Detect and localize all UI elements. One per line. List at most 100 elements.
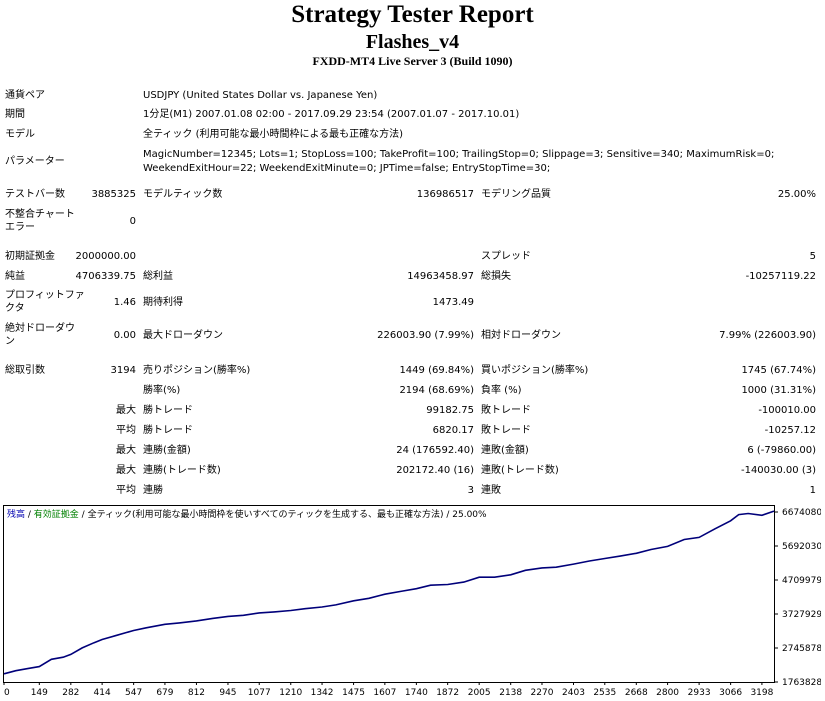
mismatch-label-2: エラー: [5, 222, 35, 233]
short-positions-label: 売りポジション(勝率%): [143, 365, 251, 376]
consecutive-losses-count-label: 連敗(トレード数): [481, 465, 559, 476]
ticks-value: 136986517: [416, 189, 474, 200]
expected-payoff-label: 期待利得: [143, 297, 183, 308]
x-tick-label: 2005: [468, 688, 491, 698]
bars-label: テストバー数: [5, 189, 65, 200]
max-label-2: 最大: [116, 445, 136, 456]
expected-payoff-value: 1473.49: [432, 297, 474, 308]
x-tick-label: 2270: [531, 688, 554, 698]
y-tick-label: 6674080: [782, 508, 821, 518]
profit-trades-value: 2194 (68.69%): [399, 385, 474, 396]
y-tick-label: 5692030: [782, 542, 821, 552]
legend-equity: 有効証拠金: [34, 508, 79, 520]
ticks-label: モデルティック数: [143, 189, 223, 200]
y-tick-label: 3727929: [782, 610, 821, 620]
spread-value: 5: [809, 251, 816, 262]
x-tick-label: 1077: [248, 688, 271, 698]
consecutive-losses-money-value: 6 (-79860.00): [747, 445, 816, 456]
profit-trades-label: 勝率(%): [143, 385, 181, 396]
absolute-drawdown-label-1: 絶対ドローダウ: [5, 323, 75, 334]
relative-drawdown-value: 7.99% (226003.90): [719, 330, 816, 341]
expert-advisor-name: Flashes_v4: [365, 31, 460, 53]
mismatch-value: 0: [129, 216, 136, 227]
largest-loss-value: -100010.00: [758, 405, 816, 416]
maximal-drawdown-value: 226003.90 (7.99%): [377, 330, 474, 341]
x-tick-label: 1607: [373, 688, 396, 698]
largest-label: 最大: [116, 405, 136, 416]
x-tick-label: 0: [4, 688, 10, 698]
params-line-1: MagicNumber=12345; Lots=1; StopLoss=100;…: [143, 149, 775, 160]
gross-loss-value: -10257119.22: [745, 271, 816, 282]
balance-series-line: [3, 510, 775, 675]
period-label: 期間: [5, 109, 25, 120]
x-tick-label: 945: [219, 688, 236, 698]
consecutive-wins-money-label: 連勝(金額): [143, 445, 191, 456]
x-tick-label: 547: [125, 688, 142, 698]
bars-value: 3885325: [91, 189, 136, 200]
x-tick-label: 2535: [593, 688, 616, 698]
balance-chart: 残高 / 有効証拠金 / 全ティック(利用可能な最小時間枠を使いすべてのティック…: [3, 505, 821, 698]
avg-consecutive-wins-value: 3: [467, 485, 474, 496]
avg-consecutive-wins-label: 連勝: [143, 485, 163, 496]
mismatch-label-1: 不整合チャート: [5, 209, 75, 220]
x-tick-label: 2668: [625, 688, 648, 698]
average-label-2: 平均: [116, 485, 136, 496]
avg-consecutive-losses-value: 1: [809, 485, 816, 496]
x-tick-label: 1342: [311, 688, 334, 698]
avg-consecutive-losses-label: 連敗: [481, 485, 501, 496]
model-value: 全ティック (利用可能な最小時間枠による最も正確な方法): [143, 129, 404, 140]
absolute-drawdown-label-2: ン: [5, 336, 15, 347]
legend-separator-2: /: [79, 510, 88, 520]
period-value: 1分足(M1) 2007.01.08 02:00 - 2017.09.29 23…: [143, 109, 520, 120]
gross-loss-label: 総損失: [481, 271, 511, 282]
legend-model: 全ティック(利用可能な最小時間枠を使いすべてのティックを生成する、最も正確な方法…: [88, 508, 487, 520]
consecutive-wins-count-value: 202172.40 (16): [396, 465, 474, 476]
legend-separator-1: /: [25, 510, 34, 520]
gross-profit-label: 総利益: [143, 271, 173, 282]
y-tick-label: 2745878: [782, 644, 821, 654]
loss-trades-label: 負率 (%): [481, 385, 522, 396]
x-tick-label: 679: [156, 688, 173, 698]
chart-legend: 残高 / 有効証拠金 / 全ティック(利用可能な最小時間枠を使いすべてのティック…: [7, 508, 487, 520]
largest-loss-label: 敗トレード: [481, 405, 531, 416]
x-tick-label: 282: [62, 688, 79, 698]
x-tick-label: 1740: [405, 688, 428, 698]
x-tick-label: 414: [94, 688, 111, 698]
long-positions-label: 買いポジション(勝率%): [481, 365, 589, 376]
consecutive-wins-money-value: 24 (176592.40): [396, 445, 474, 456]
legend-balance: 残高: [7, 508, 25, 520]
net-profit-label: 純益: [5, 271, 25, 282]
quality-value: 25.00%: [777, 189, 816, 200]
total-trades-value: 3194: [110, 365, 136, 376]
x-tick-label: 1475: [342, 688, 365, 698]
average-profit-label: 勝トレード: [143, 425, 193, 436]
initial-deposit-label: 初期証拠金: [5, 251, 55, 262]
loss-trades-value: 1000 (31.31%): [741, 385, 816, 396]
average-label: 平均: [116, 425, 136, 436]
largest-profit-value: 99182.75: [426, 405, 474, 416]
profit-factor-label-2: クタ: [5, 303, 25, 314]
largest-profit-label: 勝トレード: [143, 405, 193, 416]
x-tick-label: 3066: [719, 688, 742, 698]
average-loss-label: 敗トレード: [481, 425, 531, 436]
model-label: モデル: [5, 129, 35, 140]
long-positions-value: 1745 (67.74%): [741, 365, 816, 376]
absolute-drawdown-value: 0.00: [113, 330, 136, 341]
average-profit-value: 6820.17: [432, 425, 474, 436]
maximal-drawdown-label: 最大ドローダウン: [143, 330, 223, 341]
profit-factor-value: 1.46: [113, 297, 136, 308]
spread-label: スプレッド: [481, 251, 531, 262]
y-tick-label: 1763828: [782, 678, 821, 688]
x-tick-label: 2138: [499, 688, 522, 698]
consecutive-losses-count-value: -140030.00 (3): [740, 465, 816, 476]
params-line-2: WeekendExitHour=22; WeekendExitMinute=0;…: [143, 163, 551, 174]
server-name: FXDD-MT4 Live Server 3 (Build 1090): [312, 54, 513, 68]
total-trades-label: 総取引数: [5, 365, 45, 376]
max-label-3: 最大: [116, 465, 136, 476]
params-label: パラメーター: [5, 156, 65, 167]
symbol-label: 通貨ペア: [5, 90, 45, 101]
consecutive-losses-money-label: 連敗(金額): [481, 445, 529, 456]
symbol-value: USDJPY (United States Dollar vs. Japanes…: [143, 90, 378, 101]
x-tick-label: 2403: [562, 688, 585, 698]
profit-factor-label-1: プロフィットファ: [5, 290, 85, 301]
